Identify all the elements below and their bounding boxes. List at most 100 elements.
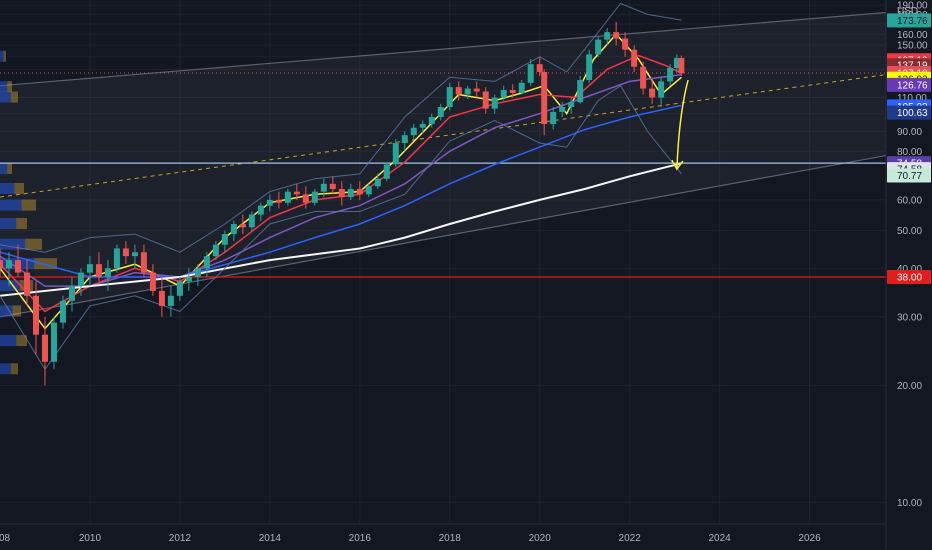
candle-body [275,199,282,203]
candle-body [185,277,192,282]
price-badges: 173.76137.19137.19127.18126.92126.76105.… [887,13,931,285]
candle-body [302,194,309,203]
price-tick-label: 80.00 [897,147,922,158]
volume-bar-up [0,81,8,93]
volume-bar-down [7,163,12,175]
price-tick-label: 160.00 [897,30,928,41]
candle-body [365,186,372,195]
price-badge [887,168,931,183]
price-tick-label: 30.00 [897,312,922,323]
line-sma_mid [0,54,682,313]
volume-bar-down [16,335,27,347]
candle-body [356,188,363,195]
candle-body [14,260,21,273]
channel-mid-line [0,74,887,198]
candle-body [293,191,300,195]
volume-bar-up [0,182,15,194]
candle-body [392,143,399,165]
candle-body [518,82,525,93]
candle-body [95,264,102,278]
candle-body [604,32,611,40]
candle-body [284,191,291,203]
price-tick-label: 150.00 [897,41,928,52]
candle-body [374,178,381,187]
candle-body [464,88,471,95]
candle-body [122,248,129,257]
time-tick-label: 2010 [79,533,102,544]
candle-body [410,127,417,136]
line-band_upper [0,2,682,253]
time-tick-label: 2020 [529,533,552,544]
volume-bar-up [0,218,17,230]
candle-body [221,234,228,245]
volume-bar-down [34,258,57,270]
volume-bar-down [16,218,27,230]
candle-body [140,252,147,273]
channel-upper-line [0,11,887,87]
candle-body [509,90,516,93]
candle-body [500,90,507,98]
time-tick-label: 2016 [349,533,372,544]
candle-body [541,71,548,125]
candle-body [113,248,120,269]
candle-body [419,124,426,128]
candle-body [491,97,498,109]
candle-body [536,64,543,72]
price-tick-label: 60.00 [897,195,922,206]
candle-body [176,281,183,296]
time-axis-ticks[interactable]: 2010 2012 2014 2016 2018 2020 2022 2024 2026 08 [0,533,821,544]
candle-body [77,272,84,287]
candle-body [266,199,273,206]
time-tick-label: 2018 [439,533,462,544]
projection-arrow[interactable] [671,79,689,171]
candle-body [149,272,156,291]
candle-body [347,188,354,198]
candle-body [622,38,629,50]
candle-body [577,80,584,103]
candle-body [595,39,602,55]
candle-body [5,260,12,269]
candle-body [329,183,336,189]
time-tick-label: 2026 [798,533,821,544]
arrow-head [671,159,684,171]
candle-body [248,214,255,228]
candle-body [338,188,345,198]
candle-body [428,117,435,125]
candle-body [383,164,390,179]
volume-bar-down [10,91,18,103]
volume-bar-up [0,280,20,292]
price-tick-label: 10.00 [897,498,922,509]
time-tick-label: 2014 [259,533,282,544]
candle-body [401,135,408,144]
price-badge-label: 126.76 [897,80,928,91]
candle-body [59,300,66,323]
line-band_lower [0,84,682,371]
volume-bar-up [0,199,22,211]
time-tick-label-edge: 08 [0,533,11,544]
volume-bar-down [7,81,12,93]
candle-body [32,295,39,335]
candle-body [455,87,462,95]
candle-body [586,54,593,81]
candle-body [482,91,489,109]
volume-bar-down [25,238,42,250]
candle-body [239,224,246,228]
price-tick-label: 190.00 [897,1,928,12]
candle-body [658,81,665,98]
candle-body [203,256,210,269]
channel-lower-line [0,154,887,318]
candle-body [86,264,93,273]
volume-bar-down [12,305,21,317]
candle-body [446,87,453,108]
candle-body [667,68,674,82]
candle-body [613,32,620,39]
candle-body [194,268,201,278]
volume-bar-up [0,305,13,317]
price-tick-label: 90.00 [897,127,922,138]
candle-body [230,224,237,235]
candle-body [550,111,557,125]
candle-body [649,88,656,98]
price-tick-label: 20.00 [897,381,922,392]
